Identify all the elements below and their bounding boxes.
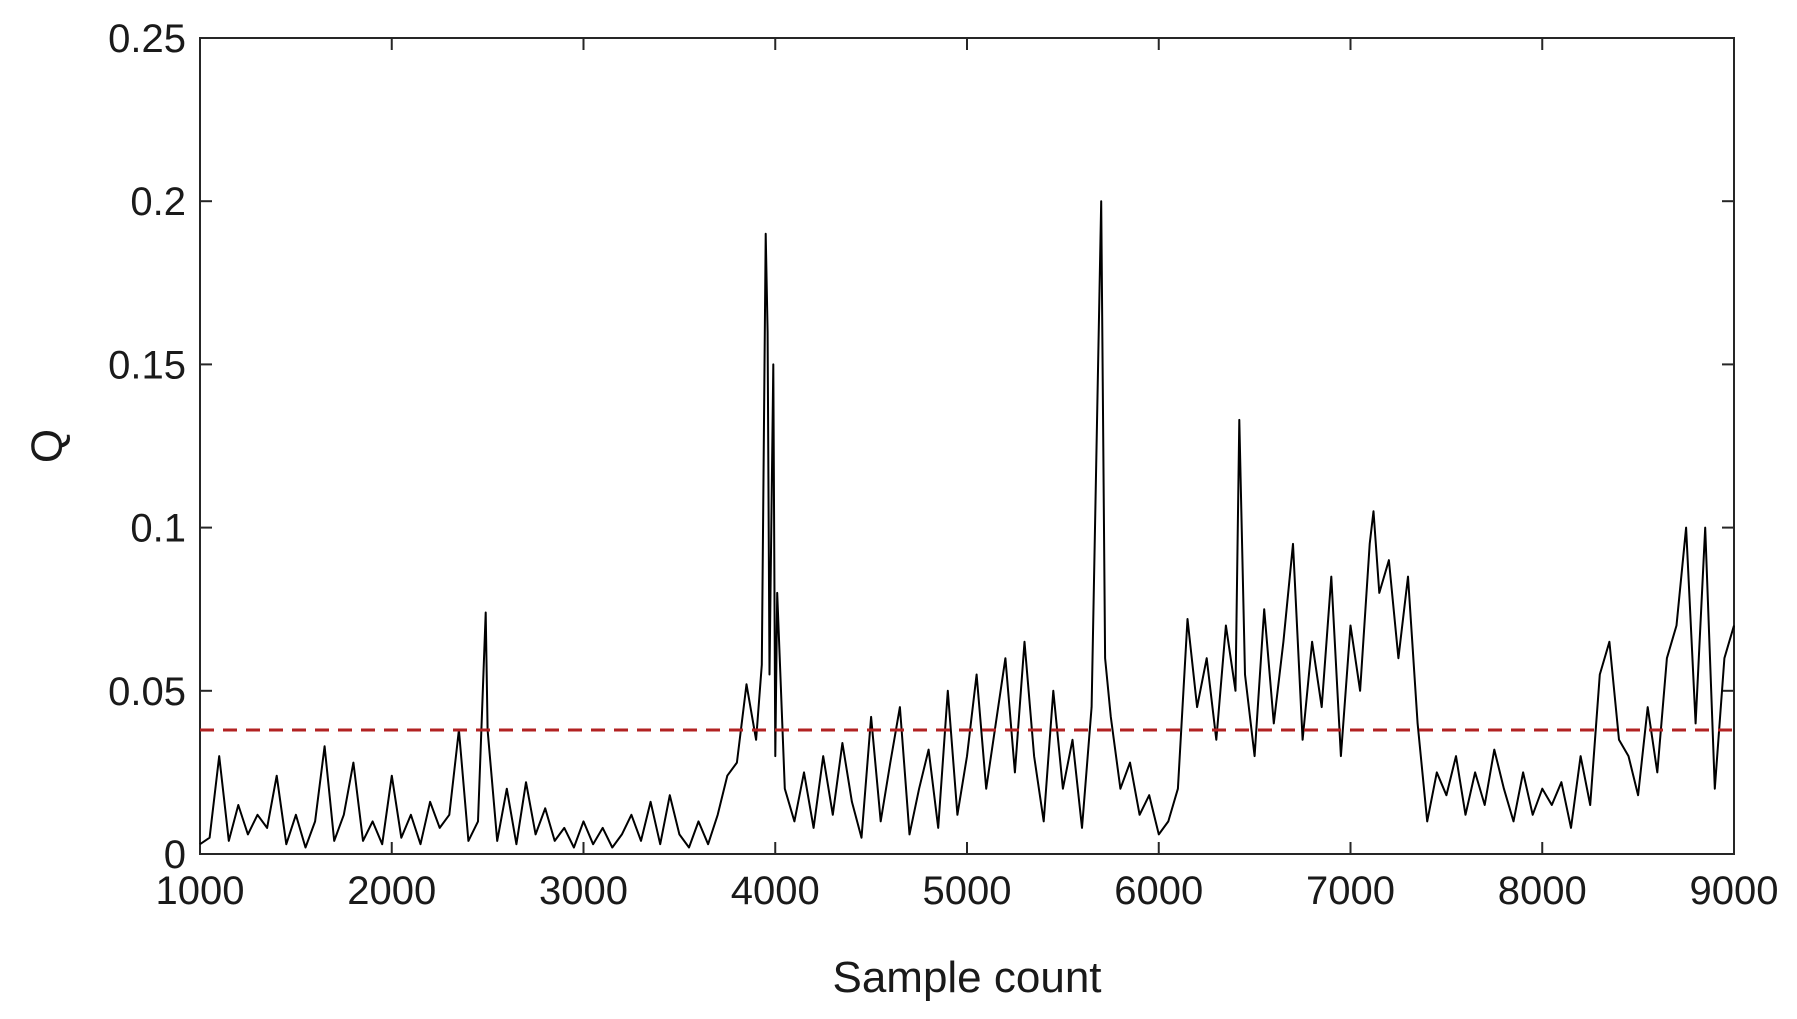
y-tick-label: 0.25	[108, 17, 186, 61]
tick-labels: 1000 2000 3000 4000 5000 6000 7000 8000 9000 0 0.0…	[108, 17, 1778, 913]
plot-area	[199, 37, 1735, 855]
x-tick-label: 4000	[731, 869, 820, 913]
x-tick-label: 6000	[1114, 869, 1203, 913]
x-tick-label: 5000	[923, 869, 1012, 913]
y-tick-label: 0	[164, 833, 186, 877]
y-tick-label: 0.15	[108, 343, 186, 387]
y-tick-label: 0.1	[130, 507, 186, 551]
x-tick-label: 1000	[156, 869, 245, 913]
x-tick-label: 8000	[1498, 869, 1587, 913]
y-axis-title: Q	[23, 429, 72, 463]
x-axis-title: Sample count	[832, 953, 1101, 1002]
series-layer	[199, 200, 1735, 849]
axis-ticks	[199, 37, 1735, 855]
y-tick-label: 0.2	[130, 180, 186, 224]
x-tick-label: 3000	[539, 869, 628, 913]
x-tick-label: 2000	[347, 869, 436, 913]
x-tick-label: 9000	[1690, 869, 1779, 913]
x-tick-label: 7000	[1306, 869, 1395, 913]
y-tick-label: 0.05	[108, 670, 186, 714]
q-series-line	[199, 200, 1735, 849]
